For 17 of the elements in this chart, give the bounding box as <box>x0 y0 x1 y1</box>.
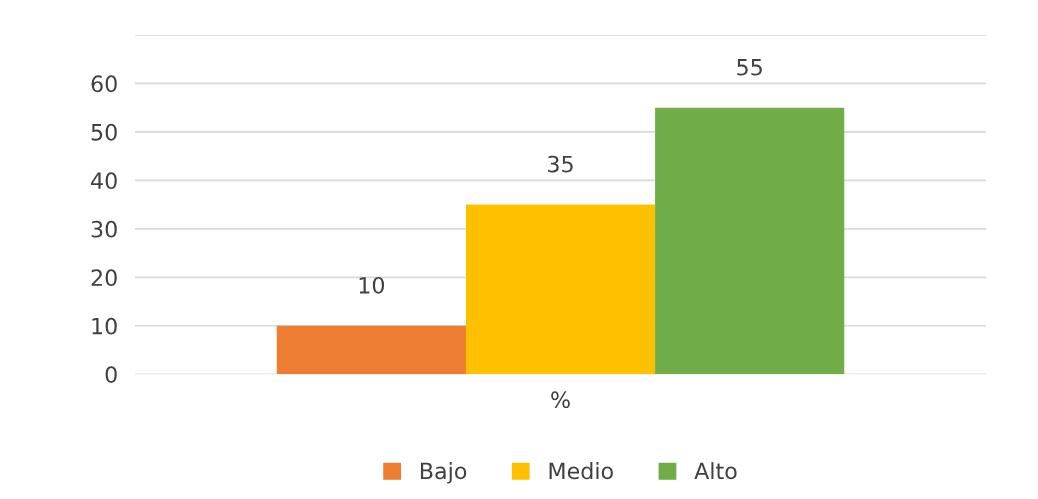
y-tick-label: 60 <box>91 75 117 93</box>
legend-label: Medio <box>549 462 613 480</box>
data-label: 55 <box>737 59 762 76</box>
legend-label: Alto <box>694 462 737 480</box>
data-label: 10 <box>359 276 385 294</box>
legend-label: Bajo <box>420 462 467 484</box>
y-tick-label: 20 <box>91 269 117 287</box>
bar <box>276 325 466 375</box>
y-tick-label: 50 <box>91 123 117 141</box>
bar <box>655 107 845 375</box>
x-tick-label: % <box>551 391 570 409</box>
bar <box>465 204 656 375</box>
y-tick-label: 0 <box>105 366 117 384</box>
y-tick-label: 40 <box>91 172 117 190</box>
y-tick-label: 10 <box>92 317 117 335</box>
y-tick-label: 30 <box>91 220 117 238</box>
data-label: 35 <box>548 155 573 173</box>
